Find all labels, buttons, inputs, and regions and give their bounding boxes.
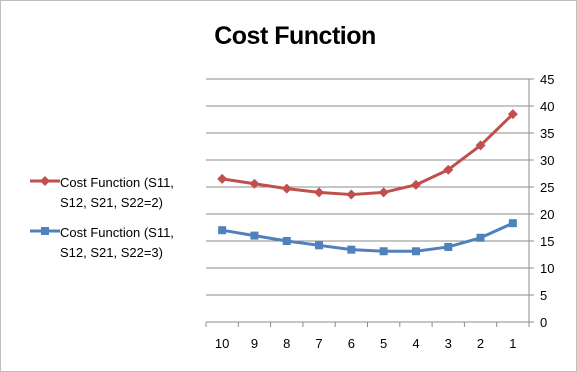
- x-tick-label: 8: [283, 336, 290, 351]
- data-point-square: [476, 233, 485, 242]
- data-point-square: [250, 231, 259, 240]
- x-tick-label: 10: [215, 336, 229, 351]
- y-tick-label: 25: [540, 180, 554, 195]
- data-point-square: [508, 219, 517, 228]
- data-point-diamond: [378, 187, 389, 198]
- y-tick-label: 0: [540, 315, 547, 330]
- data-point-square: [218, 226, 227, 235]
- x-tick-label: 2: [477, 336, 484, 351]
- data-point-diamond: [346, 189, 357, 200]
- data-point-square: [315, 241, 324, 250]
- legend: Cost Function (S11, S12, S21, S22=2) Cos…: [30, 173, 205, 273]
- axes: [205, 78, 534, 327]
- series-line: [221, 221, 514, 253]
- legend-item-s22-3: Cost Function (S11, S12, S21, S22=3): [30, 223, 205, 263]
- series-line: [221, 113, 514, 197]
- data-point-square: [411, 247, 420, 256]
- x-tick-label: 3: [445, 336, 452, 351]
- gridlines: [206, 78, 529, 296]
- data-point-square: [444, 242, 453, 251]
- data-point-diamond: [475, 140, 486, 151]
- chart-title: Cost Function: [214, 22, 376, 50]
- x-tick-label: 4: [412, 336, 419, 351]
- tick-labels: 0 5 10 15 20 25 30 35 40 45 10 9 8 7 6 5 4 3 2 1: [215, 72, 555, 351]
- series-layer: [217, 109, 518, 256]
- data-point-diamond: [507, 109, 518, 120]
- x-tick-label: 9: [251, 336, 258, 351]
- data-point-diamond: [314, 187, 325, 198]
- y-tick-label: 45: [540, 72, 554, 87]
- data-point-diamond: [410, 179, 421, 190]
- data-point-diamond: [217, 173, 228, 184]
- data-point-square: [347, 245, 356, 254]
- x-tick-label: 5: [380, 336, 387, 351]
- series-1: [217, 109, 518, 200]
- legend-marker-red-diamond: [30, 176, 60, 186]
- y-tick-label: 15: [540, 234, 554, 249]
- y-tick-label: 35: [540, 126, 554, 141]
- x-tick-label: 7: [315, 336, 322, 351]
- series-2: [218, 219, 517, 256]
- legend-marker-blue-square: [30, 227, 60, 235]
- data-point-diamond: [443, 164, 454, 175]
- data-point-diamond: [249, 178, 260, 189]
- data-point-square: [282, 237, 291, 245]
- y-tick-label: 10: [540, 261, 554, 276]
- y-tick-label: 20: [540, 207, 554, 222]
- x-tick-label: 6: [348, 336, 355, 351]
- x-tick-label: 1: [509, 336, 516, 351]
- legend-label: Cost Function (S11, S12, S21, S22=3): [60, 225, 174, 260]
- data-point-diamond: [281, 183, 292, 194]
- legend-item-s22-2: Cost Function (S11, S12, S21, S22=2): [30, 173, 205, 213]
- data-point-square: [379, 247, 388, 256]
- y-tick-label: 30: [540, 153, 554, 168]
- y-tick-label: 5: [540, 288, 547, 303]
- legend-label: Cost Function (S11, S12, S21, S22=2): [60, 175, 174, 210]
- y-tick-label: 40: [540, 99, 554, 114]
